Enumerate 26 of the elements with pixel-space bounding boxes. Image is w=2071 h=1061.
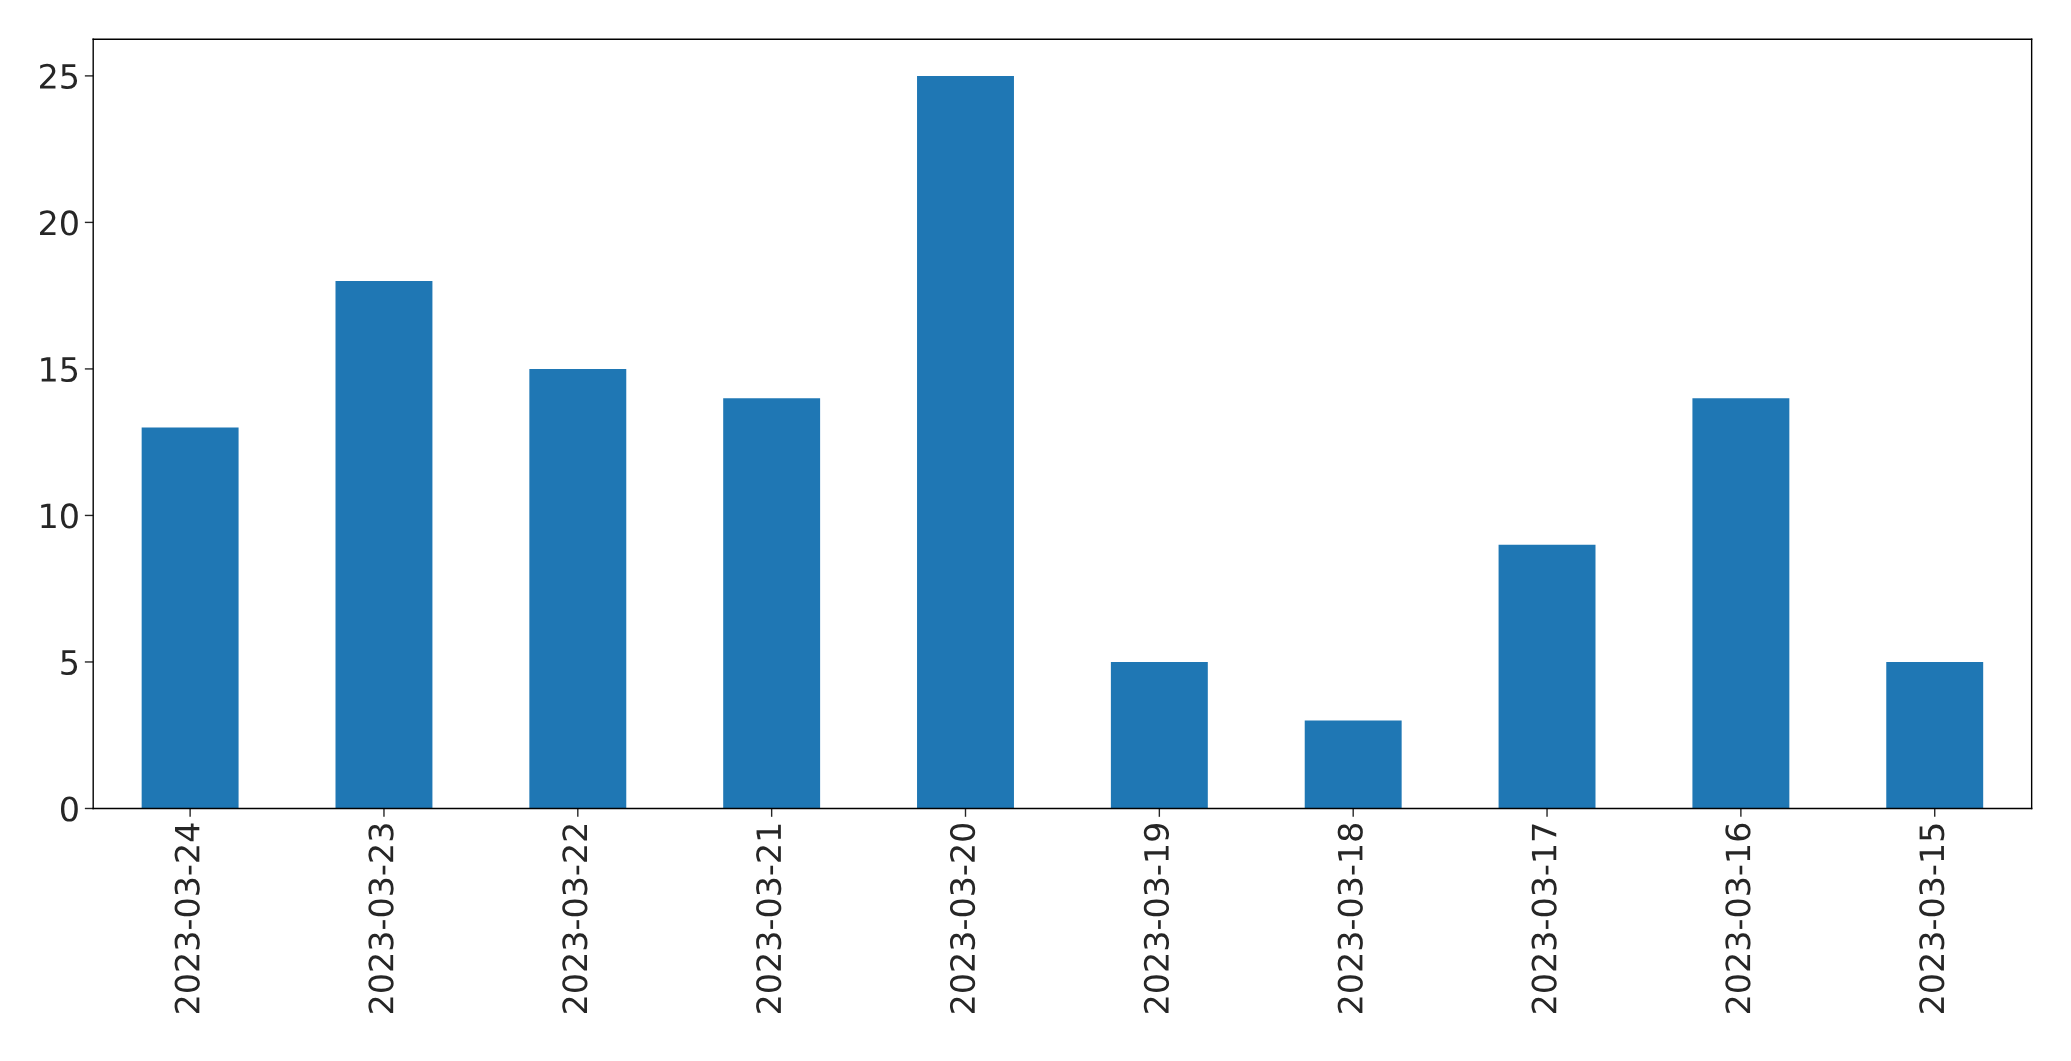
bar xyxy=(1498,544,1596,809)
bar xyxy=(529,368,627,809)
y-tick-label: 20 xyxy=(40,210,78,236)
y-tick-label: 0 xyxy=(60,796,78,822)
y-tick-label: 5 xyxy=(61,650,78,676)
x-tick-label: 2023-03-20 xyxy=(949,823,976,1013)
bar xyxy=(723,398,821,809)
bar xyxy=(1886,661,1984,809)
bar xyxy=(1692,398,1790,809)
x-tick-label: 2023-03-18 xyxy=(1337,823,1363,1013)
x-tick-label: 2023-03-19 xyxy=(1143,824,1170,1013)
x-tick-label: 2023-03-24 xyxy=(174,823,200,1013)
bar xyxy=(1110,661,1208,809)
y-tick-label: 10 xyxy=(41,503,78,529)
y-tick-label: 25 xyxy=(40,63,78,90)
x-tick-label: 2023-03-17 xyxy=(1531,824,1557,1013)
bar xyxy=(1304,720,1402,809)
x-tick-label: 2023-03-15 xyxy=(1919,824,1945,1013)
bar xyxy=(141,427,239,809)
x-tick-label: 2023-03-16 xyxy=(1725,823,1751,1013)
bar xyxy=(335,281,433,809)
x-tick-label: 2023-03-23 xyxy=(368,824,394,1013)
x-tick-label: 2023-03-22 xyxy=(562,825,588,1013)
x-tick-label: 2023-03-21 xyxy=(756,824,782,1013)
bar xyxy=(917,75,1014,809)
y-tick-label: 15 xyxy=(41,357,78,383)
